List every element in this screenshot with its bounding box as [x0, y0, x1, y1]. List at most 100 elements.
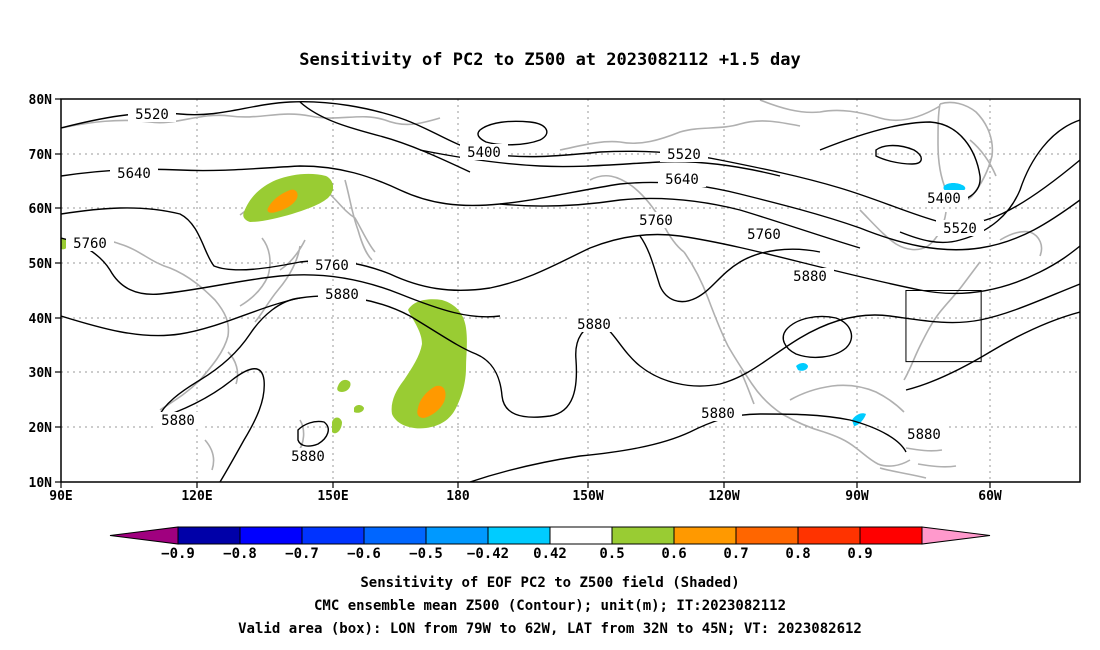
contour-label-5880-e: 5880 [701, 406, 735, 422]
contour-5640-mid [499, 197, 861, 249]
colorbar-segment [487, 526, 551, 545]
coast-mexico-baja [739, 369, 755, 405]
contour-label-5760-a: 5760 [639, 213, 673, 229]
sensitivity-shading [61, 173, 966, 434]
contour-labels: 5520 5400 5520 5640 5640 5760 5760 5760 … [66, 106, 984, 465]
lon-labels: 90E 120E 150E 180 150W 120W 90W 60W [49, 489, 1002, 504]
colorbar-segment [239, 526, 303, 545]
shade-green-small-b [354, 405, 364, 413]
coast-north-america-west [683, 251, 825, 433]
contour-label-5400-a: 5400 [467, 145, 501, 161]
contour-label-5880-c: 5880 [577, 317, 611, 333]
shade-cyan-yucatan [852, 413, 866, 426]
lat-label-10n: 10N [29, 476, 53, 491]
lon-label-180: 180 [446, 489, 470, 504]
lat-label-80n: 80N [29, 93, 53, 108]
colorbar-segment [425, 526, 489, 545]
contour-label-5880-a: 5880 [793, 269, 827, 285]
shade-cyan-greenland [943, 183, 966, 192]
colorbar-segment [363, 526, 427, 545]
contour-5520-west [61, 100, 1080, 226]
contour-5880-high-mexico [782, 315, 853, 359]
valid-area-box [905, 290, 982, 363]
shade-green-small-c [332, 417, 342, 434]
colorbar [109, 526, 991, 545]
colorbar-label: −0.6 [347, 546, 381, 562]
lon-label-120w: 120W [708, 489, 739, 504]
contour-label-5400-b: 5400 [927, 191, 961, 207]
lon-label-90w: 90W [845, 489, 869, 504]
contour-label-5880-f: 5880 [291, 449, 325, 465]
colorbar-label: −0.7 [285, 546, 319, 562]
contour-label-5880-b: 5880 [325, 287, 359, 303]
coast-caribbean [905, 447, 957, 468]
contour-5400-mid [419, 149, 781, 177]
colorbar-label: 0.8 [785, 546, 810, 562]
coast-korea-japan [239, 237, 306, 323]
lat-ticks [55, 98, 61, 483]
lon-label-120e: 120E [181, 489, 212, 504]
map-frame [60, 98, 1081, 483]
colorbar-segment [301, 526, 365, 545]
shade-green-pacific [391, 299, 467, 429]
colorbar-segment [735, 526, 799, 545]
lon-label-60w: 60W [978, 489, 1002, 504]
contour-label-5760-b: 5760 [747, 227, 781, 243]
coast-kamchatka [344, 179, 373, 261]
colorbar-label: −0.5 [409, 546, 443, 562]
colorbar-lower-triangle [109, 526, 179, 545]
contour-5520-east [819, 121, 981, 205]
colorbar-label: 0.42 [533, 546, 567, 562]
lat-label-60n: 60N [29, 202, 53, 217]
colorbar-labels: −0.9 −0.8 −0.7 −0.6 −0.5 −0.42 0.42 0.5 … [161, 546, 873, 562]
colorbar-segment [859, 526, 923, 545]
contour-5880-south [469, 413, 907, 482]
colorbar-segment [177, 526, 241, 545]
lat-label-30n: 30N [29, 366, 53, 381]
lon-ticks [60, 482, 991, 488]
contour-5520-mid [299, 101, 471, 173]
colorbar-label: 0.7 [723, 546, 748, 562]
coast-gulf-of-mexico [789, 384, 905, 413]
lat-label-50n: 50N [29, 257, 53, 272]
colorbar-segment [611, 526, 675, 545]
contour-5400-low [477, 120, 548, 146]
map-title: Sensitivity of PC2 to Z500 at 2023082112… [299, 50, 801, 70]
colorbar-label: −0.9 [161, 546, 195, 562]
lon-label-150w: 150W [572, 489, 603, 504]
contour-label-5520-c: 5520 [943, 221, 977, 237]
contour-5880-small-island [297, 420, 329, 447]
contour-5760-west [61, 237, 501, 318]
lon-label-90e: 90E [49, 489, 72, 504]
shade-orange-pacific [417, 385, 446, 418]
contour-5760-trough [639, 235, 821, 303]
contours [61, 100, 1080, 482]
coast-alaska-south [589, 174, 685, 253]
shade-orange-kamchatka [267, 189, 298, 213]
colorbar-label: 0.6 [661, 546, 686, 562]
caption-line-2: CMC ensemble mean Z500 (Contour); unit(m… [313, 598, 786, 614]
contour-label-5640-a: 5640 [117, 166, 151, 182]
coast-canada-arctic [759, 99, 997, 177]
contour-label-5640-b: 5640 [665, 172, 699, 188]
colorbar-segment [549, 526, 613, 545]
colorbar-label: 0.5 [599, 546, 624, 562]
contour-label-5760-c: 5760 [73, 236, 107, 252]
lon-label-150e: 150E [317, 489, 348, 504]
contour-label-5520-a: 5520 [135, 107, 169, 123]
contour-label-5880-d: 5880 [161, 413, 195, 429]
colorbar-label: 0.9 [847, 546, 872, 562]
lat-label-70n: 70N [29, 148, 53, 163]
contour-label-5760-d: 5760 [315, 258, 349, 274]
lat-labels: 80N 70N 60N 50N 40N 30N 20N 10N [29, 93, 53, 491]
contour-5880-asia [157, 297, 301, 419]
lat-label-40n: 40N [29, 312, 53, 327]
colorbar-segment [797, 526, 861, 545]
contour-label-5520-b: 5520 [667, 147, 701, 163]
colorbar-label: −0.42 [467, 546, 509, 562]
colorbar-segment [673, 526, 737, 545]
caption-line-1: Sensitivity of EOF PC2 to Z500 field (Sh… [360, 575, 740, 591]
contour-5880-west-pacific [157, 368, 265, 482]
coast-us-east [903, 261, 981, 381]
